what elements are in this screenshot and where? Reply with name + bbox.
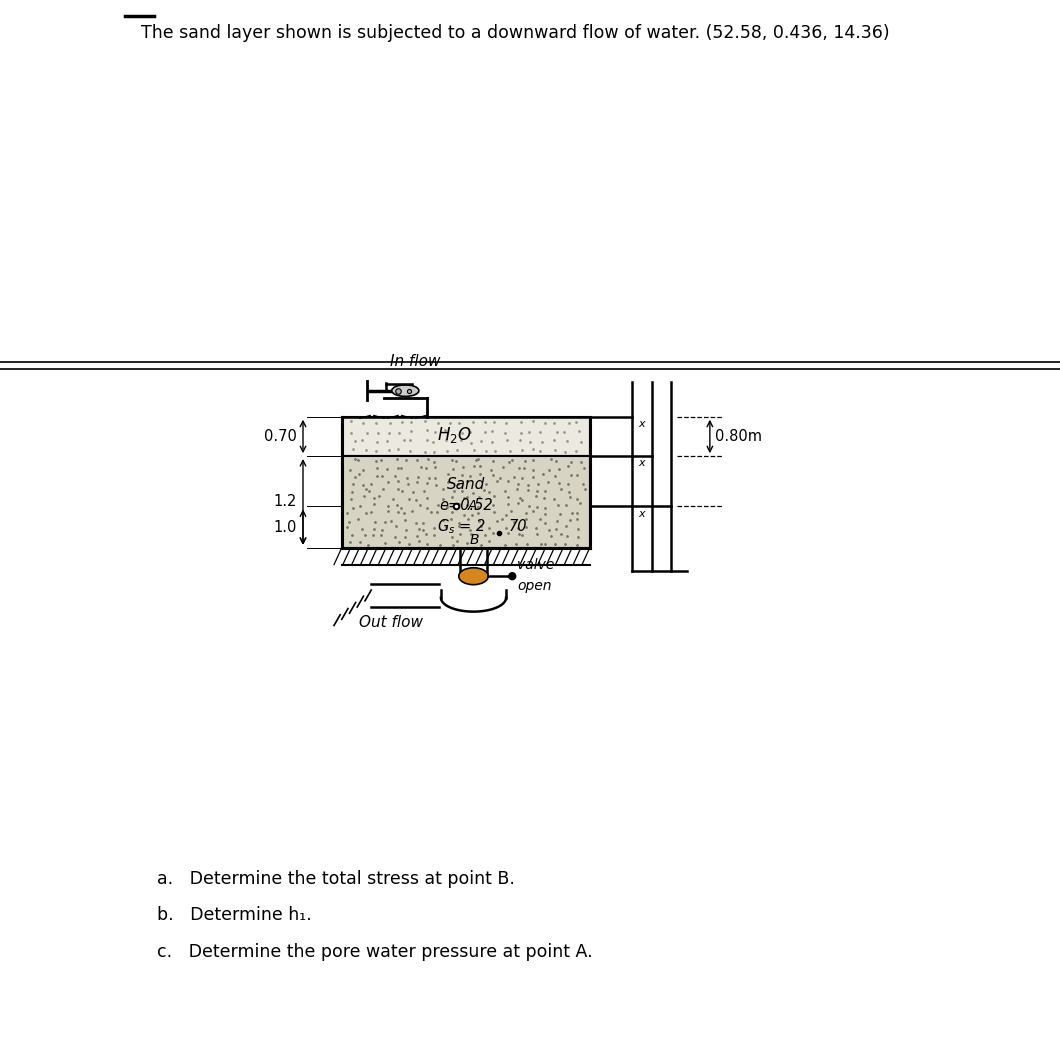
Text: The sand layer shown is subjected to a downward flow of water. (52.58, 0.436, 14: The sand layer shown is subjected to a d… bbox=[141, 24, 889, 42]
Text: In flow: In flow bbox=[390, 354, 441, 369]
Text: A: A bbox=[469, 500, 478, 514]
Text: $G_s$ = 2: $G_s$ = 2 bbox=[438, 518, 487, 536]
Text: b.   Determine h₁.: b. Determine h₁. bbox=[157, 907, 312, 924]
Text: x: x bbox=[638, 458, 646, 468]
Text: a.   Determine the total stress at point B.: a. Determine the total stress at point B… bbox=[157, 870, 515, 888]
Text: c.   Determine the pore water pressure at point A.: c. Determine the pore water pressure at … bbox=[157, 943, 593, 961]
Bar bbox=[341, 456, 589, 548]
Ellipse shape bbox=[459, 568, 489, 585]
Bar bbox=[341, 417, 589, 456]
Text: open: open bbox=[517, 580, 551, 593]
Text: 0.70: 0.70 bbox=[264, 429, 297, 444]
Text: x: x bbox=[638, 508, 646, 519]
Text: 70: 70 bbox=[509, 519, 527, 534]
Text: 0.80m: 0.80m bbox=[716, 429, 762, 444]
Circle shape bbox=[509, 573, 516, 580]
Text: e=0.52: e=0.52 bbox=[439, 498, 493, 514]
Text: Out flow: Out flow bbox=[358, 615, 423, 630]
Text: 1.0: 1.0 bbox=[273, 520, 297, 534]
Text: x: x bbox=[638, 419, 646, 429]
Text: valve: valve bbox=[517, 558, 554, 571]
Ellipse shape bbox=[392, 385, 419, 396]
Text: 1.2: 1.2 bbox=[273, 495, 297, 509]
Text: $\it{H_2O}$: $\it{H_2O}$ bbox=[437, 424, 472, 445]
Text: Sand: Sand bbox=[446, 478, 484, 493]
Text: B: B bbox=[470, 533, 479, 547]
